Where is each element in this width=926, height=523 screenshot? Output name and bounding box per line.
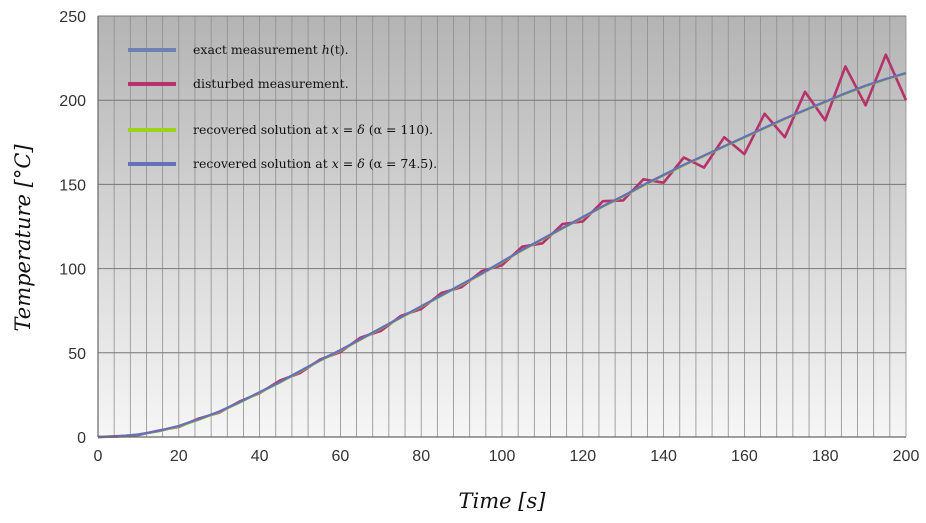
x-tick-label: 40 bbox=[251, 448, 269, 465]
x-tick-label: 200 bbox=[893, 448, 920, 465]
x-tick-label: 80 bbox=[412, 448, 430, 465]
legend-label: recovered solution at x = δ (α = 110). bbox=[193, 122, 433, 137]
x-tick-label: 100 bbox=[489, 448, 516, 465]
x-tick-label: 180 bbox=[812, 448, 839, 465]
legend-label: recovered solution at x = δ (α = 74.5). bbox=[193, 156, 437, 171]
x-tick-label: 140 bbox=[650, 448, 677, 465]
series-line-4 bbox=[97, 72, 907, 439]
x-tick-label: 160 bbox=[731, 448, 758, 465]
y-tick-label: 0 bbox=[77, 430, 86, 447]
y-tick-label: 250 bbox=[59, 9, 86, 26]
y-tick-label: 150 bbox=[59, 177, 86, 194]
y-tick-label: 200 bbox=[59, 93, 86, 110]
x-tick-label: 20 bbox=[170, 448, 188, 465]
y-tick-label: 100 bbox=[59, 262, 86, 279]
x-tick-label: 120 bbox=[569, 448, 596, 465]
data-series bbox=[97, 53, 908, 439]
x-tick-label: 60 bbox=[332, 448, 350, 465]
y-tick-label: 50 bbox=[68, 346, 86, 363]
x-axis-title: Time [s] bbox=[459, 489, 547, 513]
legend-label: exact measurement h(t). bbox=[193, 42, 349, 57]
grid-lines bbox=[97, 15, 907, 438]
x-tick-label: 0 bbox=[94, 448, 103, 465]
axes: 0 20 40 60 80 100 120 140 160 180 200 0 50 100 150 200 2… bbox=[59, 9, 919, 465]
legend: exact measurement h(t). disturbed measure… bbox=[128, 42, 437, 171]
legend-label: disturbed measurement. bbox=[193, 76, 349, 91]
y-axis-title: Temperature [°C] bbox=[11, 144, 35, 332]
